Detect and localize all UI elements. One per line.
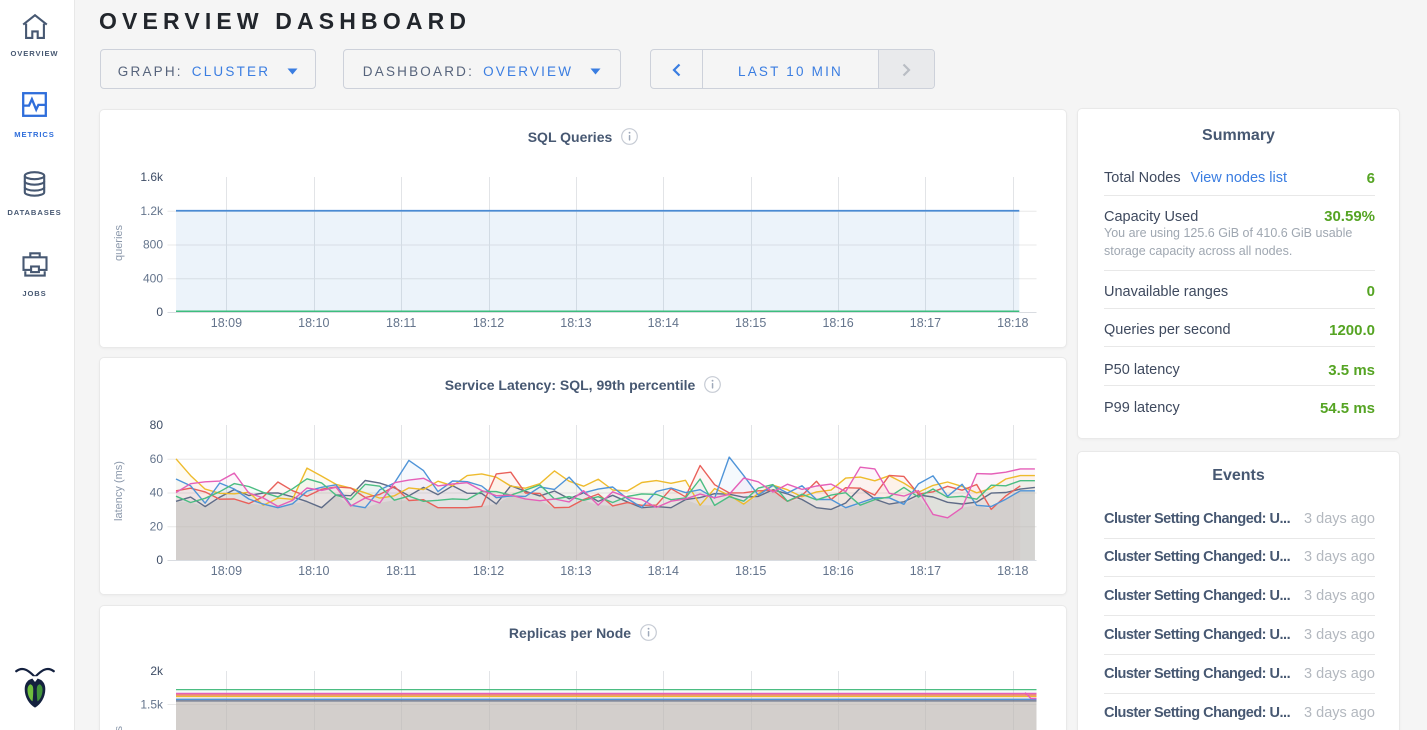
svg-text:800: 800 xyxy=(143,238,163,252)
svg-text:18:12: 18:12 xyxy=(473,564,504,578)
svg-text:1.6k: 1.6k xyxy=(140,170,164,184)
svg-text:latency (ms): latency (ms) xyxy=(113,461,125,521)
svg-text:18:13: 18:13 xyxy=(560,316,591,330)
svg-text:replicas: replicas xyxy=(113,726,125,730)
svg-text:18:11: 18:11 xyxy=(386,316,416,330)
svg-text:18:09: 18:09 xyxy=(211,316,242,330)
svg-text:18:17: 18:17 xyxy=(910,316,941,330)
svg-text:18:18: 18:18 xyxy=(997,564,1028,578)
svg-text:18:18: 18:18 xyxy=(997,316,1028,330)
svg-text:400: 400 xyxy=(143,271,163,285)
svg-text:18:14: 18:14 xyxy=(648,316,679,330)
svg-text:1.5k: 1.5k xyxy=(140,698,164,712)
svg-text:18:11: 18:11 xyxy=(386,564,416,578)
svg-text:40: 40 xyxy=(150,486,164,500)
svg-text:queries: queries xyxy=(113,224,125,261)
svg-text:18:16: 18:16 xyxy=(822,564,853,578)
svg-text:20: 20 xyxy=(150,519,164,533)
svg-text:18:17: 18:17 xyxy=(910,564,941,578)
svg-text:60: 60 xyxy=(150,452,164,466)
svg-text:0: 0 xyxy=(156,305,163,319)
svg-text:18:13: 18:13 xyxy=(560,564,591,578)
svg-text:18:16: 18:16 xyxy=(822,316,853,330)
svg-text:18:14: 18:14 xyxy=(648,564,679,578)
svg-text:18:10: 18:10 xyxy=(298,316,329,330)
svg-text:18:10: 18:10 xyxy=(298,564,329,578)
svg-text:0: 0 xyxy=(156,553,163,567)
svg-text:80: 80 xyxy=(150,418,164,432)
svg-text:18:15: 18:15 xyxy=(735,564,766,578)
svg-text:18:15: 18:15 xyxy=(735,316,766,330)
svg-text:18:12: 18:12 xyxy=(473,316,504,330)
svg-text:1.2k: 1.2k xyxy=(140,204,164,218)
svg-text:2k: 2k xyxy=(150,664,164,678)
svg-text:18:09: 18:09 xyxy=(211,564,242,578)
